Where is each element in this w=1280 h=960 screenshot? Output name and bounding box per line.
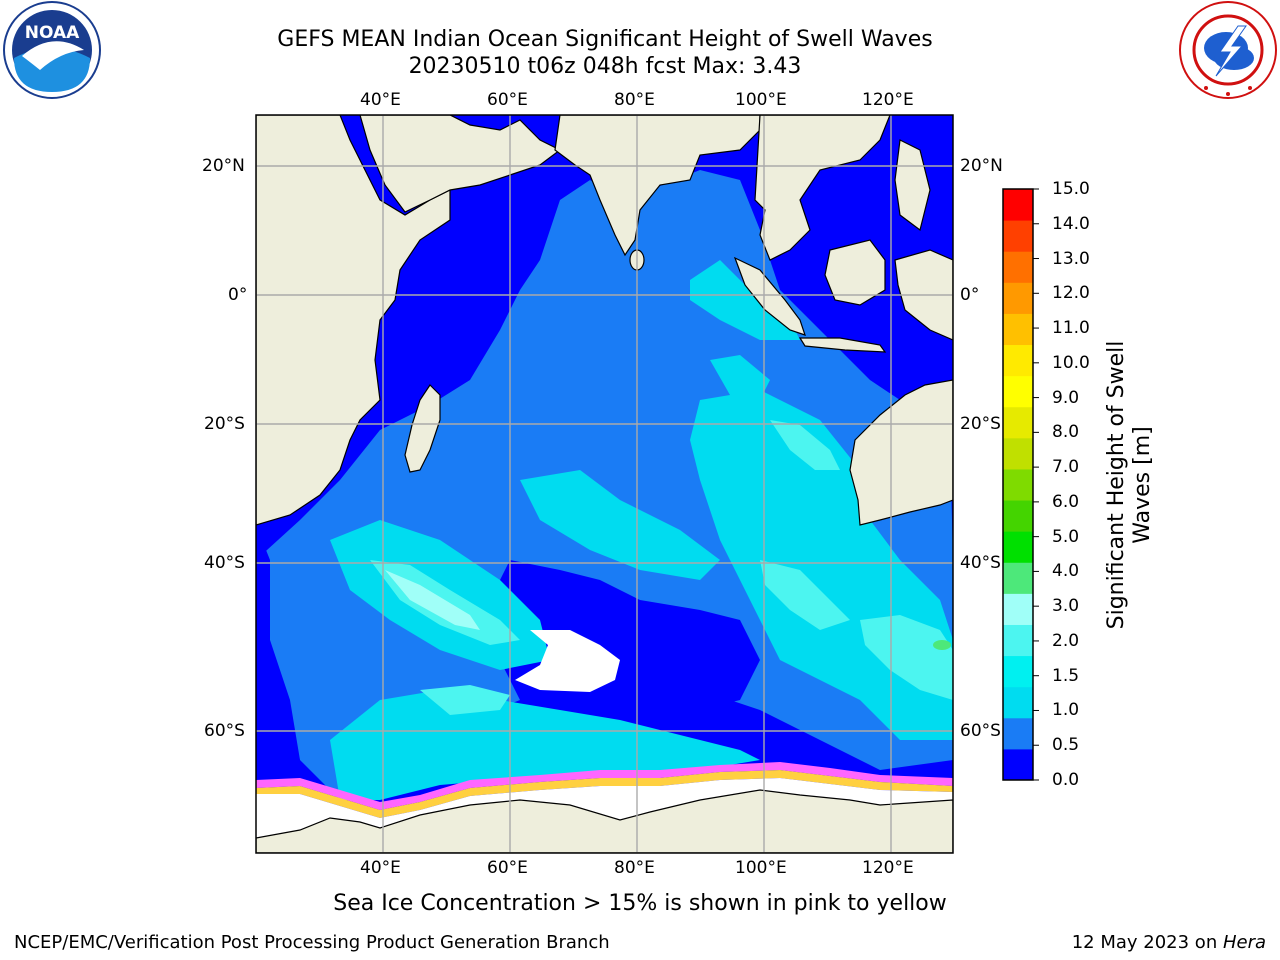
noaa-logo: NOAA xyxy=(3,1,101,99)
lat-label-left-20s: 20°S xyxy=(204,414,245,434)
philippines xyxy=(894,139,931,232)
colorbar-tick-label: 3.0 xyxy=(1052,596,1080,617)
colorbar-cell xyxy=(1003,500,1033,532)
colorbar-cell xyxy=(1003,406,1033,439)
lat-label-left-40s: 40°S xyxy=(204,553,245,573)
lon-label-top-120e: 120°E xyxy=(862,90,914,110)
colorbar-tick-label: 14.0 xyxy=(1052,213,1090,234)
sumatra xyxy=(733,256,806,336)
colorbar-frame xyxy=(1002,188,1034,781)
lat-label-right-20s: 20°S xyxy=(960,414,1001,434)
colorbar-tick-label: 12.0 xyxy=(1052,283,1090,304)
southeast-asia xyxy=(754,115,891,261)
host-name: Hera xyxy=(1222,932,1266,953)
borneo xyxy=(824,239,886,306)
colorbar-cell xyxy=(1003,282,1033,314)
map-frame xyxy=(255,114,954,854)
lat-label-left-20n: 20°N xyxy=(202,156,245,176)
swell-band-15-20-c xyxy=(860,615,953,700)
sea-ice-edge xyxy=(256,762,953,810)
colorbar-tick-label: 1.5 xyxy=(1052,665,1080,686)
swell-coastal-low xyxy=(256,525,300,780)
lat-label-right-40s: 40°S xyxy=(960,553,1001,573)
colorbar-cell xyxy=(1003,562,1033,594)
lon-label-bottom-40e: 40°E xyxy=(360,858,401,878)
date-line: 12 May 2023 on Hera xyxy=(1072,932,1266,953)
lon-label-bottom-120e: 120°E xyxy=(862,858,914,878)
colorbar-cell xyxy=(1003,593,1033,625)
africa xyxy=(256,115,451,526)
colorbar-cell xyxy=(1003,686,1033,719)
colorbar-cell xyxy=(1003,189,1033,221)
date-text: 12 May 2023 on xyxy=(1071,932,1223,953)
colorbar-cell xyxy=(1003,344,1033,377)
colorbar-tick-label: 0.0 xyxy=(1052,770,1080,790)
colorbar-cell xyxy=(1003,313,1033,346)
colorbar-tick-label: 13.0 xyxy=(1052,248,1090,269)
colorbar-tick-label: 11.0 xyxy=(1052,318,1090,339)
lat-label-right-20n: 20°N xyxy=(960,156,1003,176)
noaa-logo-text: NOAA xyxy=(25,23,80,43)
lat-label-left-60s: 60°S xyxy=(204,721,245,741)
colorbar-tick-label: 5.0 xyxy=(1052,526,1080,547)
lon-label-bottom-100e: 100°E xyxy=(735,858,787,878)
australia xyxy=(849,379,953,526)
colorbar-cell xyxy=(1003,531,1033,563)
lon-label-top-40e: 40°E xyxy=(360,90,401,110)
colorbar-tick-label: 8.0 xyxy=(1052,422,1080,443)
colorbar-tick-label: 15.0 xyxy=(1052,179,1090,199)
no-data-patch xyxy=(515,630,620,692)
colorbar-cell xyxy=(1003,748,1033,781)
credit-line: NCEP/EMC/Verification Post Processing Pr… xyxy=(14,932,610,953)
sea-ice-yellow xyxy=(256,770,953,818)
swell-band-15-20-e xyxy=(770,420,840,470)
colorbar-cell xyxy=(1003,468,1033,501)
colorbar-tick-label: 1.0 xyxy=(1052,700,1080,721)
lat-label-left-0: 0° xyxy=(228,285,248,305)
graticule xyxy=(256,115,953,853)
swell-band-20-30 xyxy=(385,570,480,630)
colorbar-tick-label: 10.0 xyxy=(1052,352,1090,373)
swell-band-10-15-f xyxy=(710,355,770,400)
colorbar-cell xyxy=(1003,624,1033,657)
chart-subtitle: 20230510 t06z 048h fcst Max: 3.43 xyxy=(408,54,802,79)
colorbar-cell xyxy=(1003,375,1033,408)
colorbar-tick-label: 7.0 xyxy=(1052,457,1080,478)
swell-max-spot xyxy=(933,640,951,650)
lon-label-bottom-80e: 80°E xyxy=(614,858,655,878)
colorbar-title-line1: Significant Height of Swell xyxy=(1104,340,1129,630)
nws-logo xyxy=(1179,1,1277,99)
swell-band-10-15-d xyxy=(330,690,760,800)
colorbar-cell xyxy=(1003,655,1033,688)
colorbar-cell xyxy=(1003,717,1033,750)
madagascar xyxy=(404,384,441,473)
lat-label-right-60s: 60°S xyxy=(960,721,1001,741)
colorbar-tick-label: 2.0 xyxy=(1052,630,1080,651)
swell-band-10-15-b xyxy=(520,470,720,580)
colorbar-cell xyxy=(1003,437,1033,470)
sea-ice-note: Sea Ice Concentration > 15% is shown in … xyxy=(333,891,947,916)
colorbar-cell xyxy=(1003,220,1033,252)
colorbar-title-line2: Waves [m] xyxy=(1130,426,1155,544)
colorbar-tick-label: 9.0 xyxy=(1052,387,1080,408)
colorbar-tick-label: 4.0 xyxy=(1052,561,1080,582)
colorbar-tick-label: 6.0 xyxy=(1052,491,1080,512)
java xyxy=(798,337,887,353)
lon-label-top-60e: 60°E xyxy=(487,90,528,110)
swell-band-15-20-d xyxy=(420,685,510,715)
chart-title: GEFS MEAN Indian Ocean Significant Heigh… xyxy=(277,27,933,52)
swell-band-10-15-e xyxy=(690,260,800,340)
lon-label-bottom-60e: 60°E xyxy=(487,858,528,878)
swell-band-15-20-b xyxy=(760,560,850,630)
lat-label-right-0: 0° xyxy=(960,285,980,305)
colorbar-cell xyxy=(1003,251,1033,283)
lon-label-top-80e: 80°E xyxy=(614,90,655,110)
antarctica xyxy=(256,789,953,853)
lon-label-top-100e: 100°E xyxy=(735,90,787,110)
colorbar-tick-label: 0.5 xyxy=(1052,735,1080,756)
